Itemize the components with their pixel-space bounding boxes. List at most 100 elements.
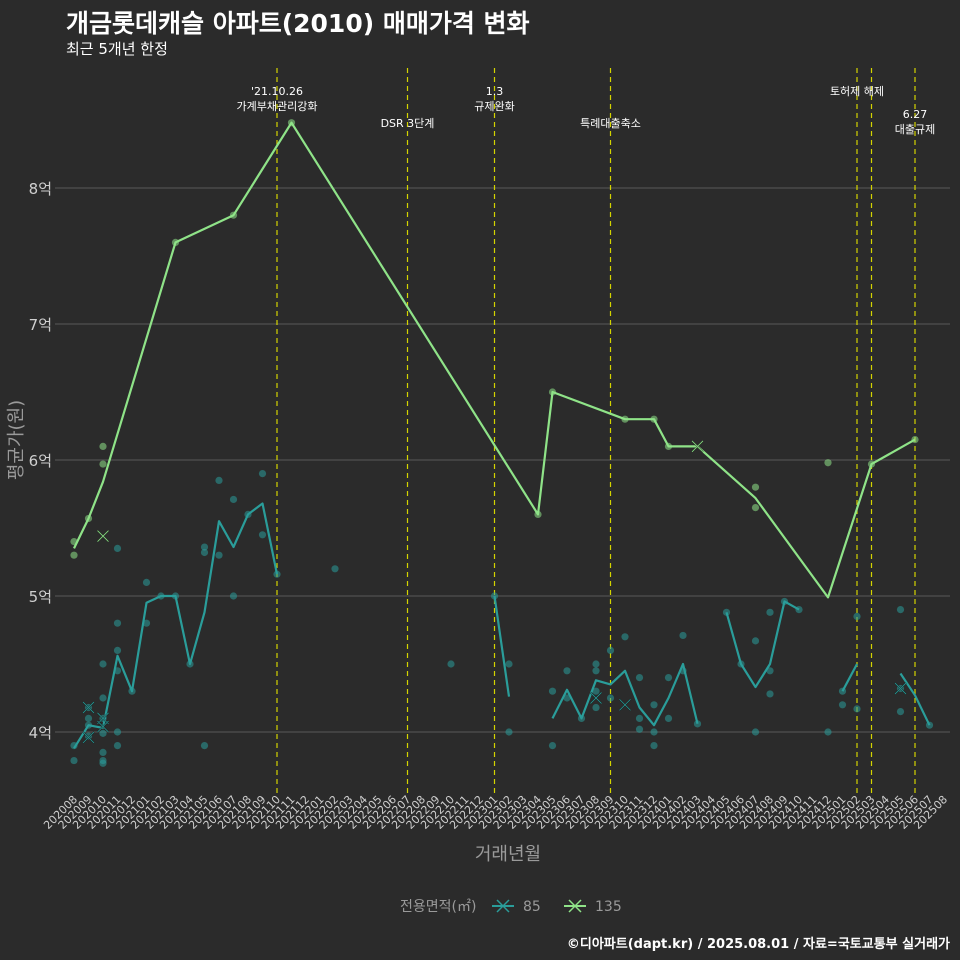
- data-point-85: [548, 687, 557, 695]
- data-point-85: [113, 544, 122, 553]
- data-point-85: [650, 701, 658, 709]
- data-point-85: [99, 729, 107, 737]
- data-point-85: [70, 756, 78, 765]
- series-line-85: [725, 600, 800, 689]
- data-point-85: [679, 631, 687, 640]
- data-point-85: [548, 742, 557, 750]
- legend-items: 85 135: [492, 899, 622, 915]
- series-lines: [73, 121, 931, 749]
- data-point-85: [113, 742, 122, 750]
- data-point-85: [896, 708, 905, 716]
- data-point-85: [563, 694, 571, 702]
- data-point-85: [99, 759, 107, 767]
- data-point-85: [200, 548, 209, 557]
- legend: 전용면적(㎡) 85 135: [400, 899, 622, 915]
- event-label: 토허제 해제: [830, 84, 884, 98]
- source-caption: ©디아파트(dapt.kr) / 2025.08.01 / 자료=국토교통부 실…: [566, 937, 950, 952]
- legend-swatch-x-85: [496, 899, 510, 913]
- chart-subtitle: 최근 5개년 한정: [66, 40, 168, 58]
- event-label: '21.10.26: [251, 85, 303, 98]
- chart-title: 개금롯데캐슬 아파트(2010) 매매가격 변화: [66, 9, 530, 38]
- data-point-85: [84, 714, 93, 723]
- y-tick-label: 5억: [29, 588, 52, 606]
- data-point-85: [606, 646, 615, 655]
- data-point-85: [258, 531, 267, 539]
- x-marker-85: [82, 731, 95, 744]
- x-markers: [82, 440, 907, 744]
- y-axis-title: 평균가(원): [6, 400, 27, 480]
- data-point-85: [592, 667, 600, 675]
- data-point-85: [621, 633, 629, 641]
- legend-title: 전용면적(㎡): [400, 899, 476, 915]
- data-point-85: [99, 660, 107, 668]
- series-line-85: [493, 595, 511, 697]
- data-point-85: [99, 694, 107, 702]
- x-marker-85: [82, 701, 95, 714]
- data-point-135: [751, 504, 760, 512]
- y-tick-labels: 4억 5억 6억 7억 8억: [29, 180, 52, 742]
- event-label: 규제완화: [474, 100, 514, 113]
- data-point-85: [592, 660, 600, 668]
- data-point-85: [200, 742, 209, 750]
- data-point-85: [853, 612, 861, 621]
- x-tick-labels: 2020082020092020102020112020122021012021…: [41, 793, 950, 832]
- event-label: 가계부채관리강화: [237, 100, 318, 113]
- x-marker-85: [619, 698, 631, 711]
- data-point-85: [606, 694, 615, 702]
- x-marker-135: [97, 530, 109, 543]
- series-line-85: [899, 672, 931, 726]
- data-point-85: [113, 728, 122, 736]
- data-point-85: [766, 690, 774, 698]
- data-point-85: [693, 720, 702, 728]
- data-point-85: [200, 543, 209, 551]
- data-point-85: [563, 667, 571, 675]
- data-point-85: [592, 687, 600, 695]
- data-point-85: [635, 674, 644, 682]
- y-tick-label: 8억: [29, 180, 52, 198]
- y-tick-label: 7억: [29, 316, 52, 334]
- x-marker-85: [590, 692, 602, 704]
- data-point-85: [751, 728, 760, 736]
- series-line-85: [551, 662, 699, 727]
- event-label: DSR 3단계: [381, 117, 435, 130]
- data-point-85: [751, 637, 760, 645]
- legend-label-85: 85: [523, 899, 541, 915]
- y-tick-label: 4억: [29, 724, 52, 742]
- data-point-85: [650, 742, 658, 750]
- data-point-85: [84, 732, 93, 740]
- data-point-85: [258, 470, 267, 478]
- data-point-85: [113, 619, 122, 627]
- data-point-85: [824, 728, 832, 736]
- data-point-85: [766, 608, 774, 616]
- data-point-85: [113, 646, 122, 655]
- event-label: 1.3: [486, 85, 504, 98]
- x-marker-85: [97, 720, 109, 733]
- data-point-85: [229, 592, 238, 600]
- data-point-85: [592, 703, 600, 712]
- data-point-135: [99, 460, 107, 468]
- series-line-85: [841, 663, 858, 692]
- data-point-85: [853, 705, 861, 713]
- data-point-85: [99, 748, 107, 757]
- x-axis-title: 거래년월: [475, 844, 541, 865]
- data-point-85: [838, 701, 847, 709]
- data-point-85: [215, 476, 223, 484]
- data-point-85: [635, 725, 644, 733]
- data-point-135: [751, 483, 760, 491]
- data-point-85: [766, 667, 774, 675]
- data-point-85: [273, 570, 281, 578]
- y-tick-label: 6억: [29, 452, 52, 470]
- data-point-85: [331, 565, 339, 573]
- event-lines: [276, 68, 916, 795]
- legend-label-135: 135: [595, 899, 622, 915]
- x-marker-85: [894, 682, 907, 695]
- series-line-85: [73, 502, 279, 749]
- data-point-85: [142, 619, 151, 627]
- data-points: [70, 119, 934, 767]
- data-point-85: [505, 660, 513, 668]
- x-marker-135: [691, 440, 704, 453]
- data-point-85: [142, 578, 151, 587]
- event-label: 6.27: [903, 108, 928, 121]
